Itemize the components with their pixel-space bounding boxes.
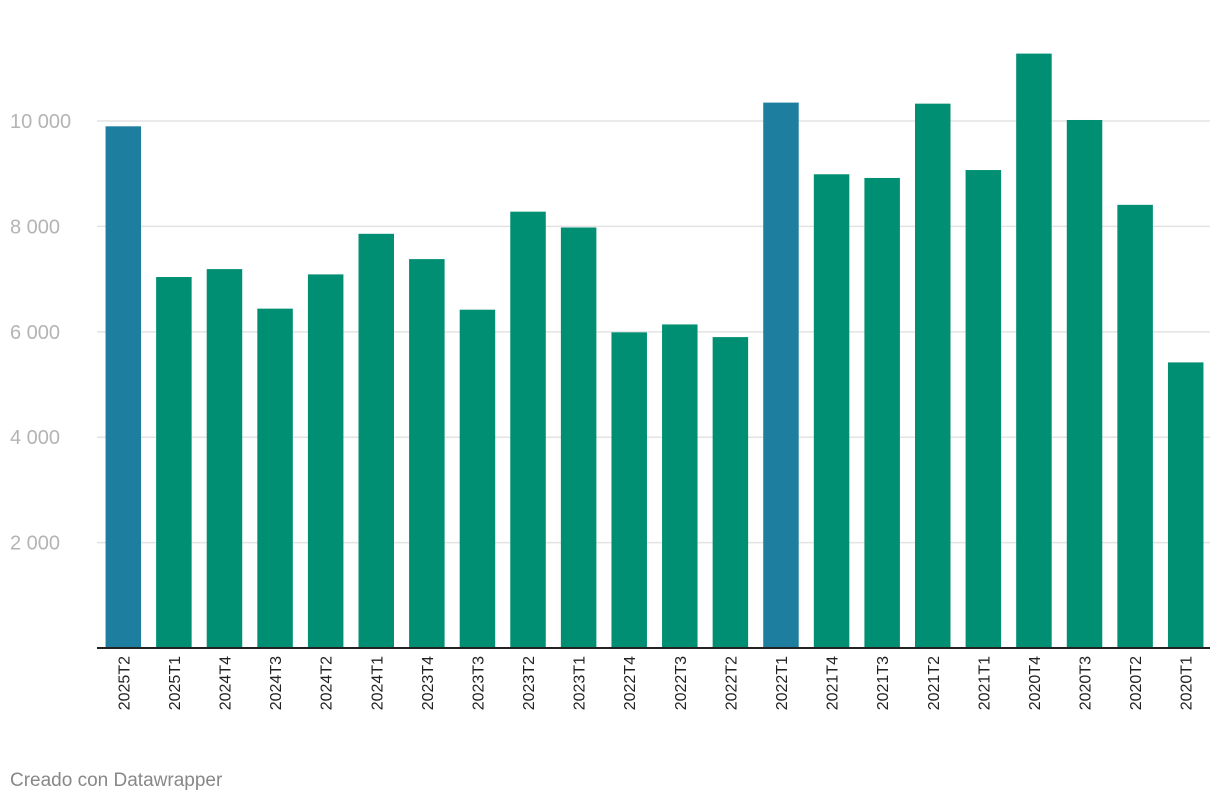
x-tick-label: 2022T1: [774, 656, 791, 710]
x-tick-label: 2024T2: [319, 656, 336, 710]
bar-2021T3: [864, 177, 900, 649]
bar-2020T3: [1066, 119, 1103, 648]
x-tick-label: 2025T1: [167, 656, 184, 710]
bar-2020T1: [1167, 362, 1204, 648]
bar-2023T2: [510, 211, 546, 648]
x-tick-label: 2023T4: [420, 656, 437, 710]
x-tick-label: 2021T2: [926, 656, 943, 710]
x-tick-label: 2021T3: [875, 656, 892, 710]
bars: [105, 53, 1204, 649]
x-tick-label: 2020T3: [1078, 656, 1095, 710]
bar-2021T1: [965, 170, 1002, 649]
bar-2024T4: [206, 269, 243, 648]
y-tick-label: 8 000: [10, 216, 60, 238]
x-tick-label: 2021T1: [976, 656, 993, 710]
x-tick-label: 2022T4: [622, 656, 639, 710]
x-tick-label: 2022T3: [673, 656, 690, 710]
y-axis-labels: 2 000 4 000 6 000 8 000 10 000: [10, 111, 71, 555]
bar-2020T2: [1117, 204, 1153, 648]
bar-2022T4: [611, 332, 647, 648]
bar-2022T2: [712, 337, 749, 648]
x-axis-labels: 2025T2 2025T1 2024T4 2024T3 2024T2 2024T1 2023…: [116, 656, 1195, 710]
bar-2023T3: [459, 309, 496, 648]
x-tick-label: 2020T1: [1179, 656, 1196, 710]
x-tick-label: 2024T4: [217, 656, 234, 710]
y-tick-label: 10 000: [10, 111, 71, 133]
x-tick-label: 2020T2: [1128, 656, 1145, 710]
bar-2021T2: [915, 103, 951, 648]
bar-2021T4: [813, 174, 850, 648]
bar-2022T1: [763, 102, 799, 649]
x-tick-label: 2021T4: [825, 656, 842, 710]
credit-text: Creado con Datawrapper: [10, 770, 223, 791]
x-tick-label: 2023T3: [470, 656, 487, 710]
y-tick-label: 2 000: [10, 533, 60, 555]
x-tick-label: 2024T1: [369, 656, 386, 710]
x-tick-label: 2023T2: [521, 656, 538, 710]
x-tick-label: 2024T3: [268, 656, 285, 710]
x-tick-label: 2025T2: [116, 656, 133, 710]
y-tick-label: 4 000: [10, 427, 60, 449]
bar-2024T3: [257, 308, 293, 648]
bar-2023T1: [560, 227, 597, 648]
bar-2020T4: [1016, 53, 1052, 649]
bar-2024T2: [307, 274, 344, 648]
bar-2025T2: [105, 126, 142, 648]
bar-2025T1: [156, 277, 192, 648]
x-tick-label: 2023T1: [572, 656, 589, 710]
x-tick-label: 2022T2: [723, 656, 740, 710]
x-tick-label: 2020T4: [1027, 656, 1044, 710]
bar-2022T3: [662, 324, 698, 648]
y-tick-label: 6 000: [10, 322, 60, 344]
bar-2023T4: [409, 259, 445, 648]
bar-2024T1: [358, 233, 394, 648]
